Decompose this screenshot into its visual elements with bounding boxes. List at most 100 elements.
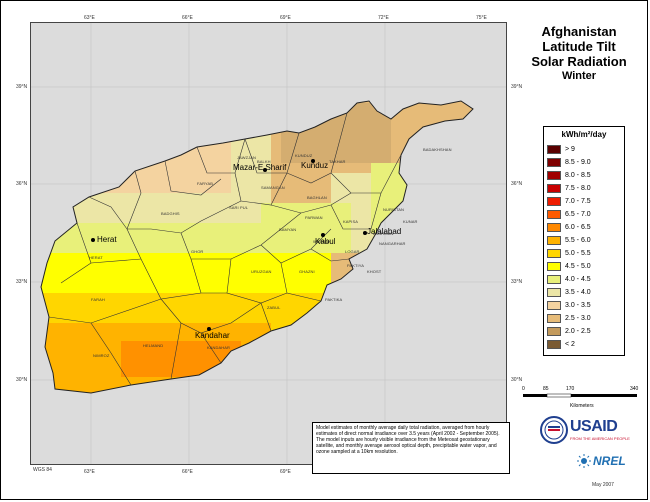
city-marker-kabul bbox=[321, 233, 325, 237]
city-label-kunduz: Kunduz bbox=[301, 161, 329, 170]
legend-swatch bbox=[547, 158, 561, 167]
legend-label: 3.5 - 4.0 bbox=[565, 289, 591, 296]
legend-title: kWh/m²/day bbox=[561, 130, 607, 139]
city-marker-jalalabad bbox=[363, 231, 367, 235]
tick-bottom-69e: 69°E bbox=[280, 469, 291, 475]
legend-label: 2.5 - 3.0 bbox=[565, 315, 591, 322]
city-label-kabul: Kabul bbox=[315, 237, 336, 246]
province-label-nangarhar: NANGARHAR bbox=[379, 241, 406, 246]
legend-swatch bbox=[547, 145, 561, 154]
legend-row: 2.0 - 2.5 bbox=[547, 327, 622, 337]
legend-label: 7.5 - 8.0 bbox=[565, 185, 591, 192]
scale-bar: 0 85 170 340 Kilometers bbox=[522, 386, 640, 410]
legend-row: 4.0 - 4.5 bbox=[547, 275, 622, 285]
province-label-kunar: KUNAR bbox=[403, 219, 418, 224]
caption-paragraph-2: The model inputs are hourly visible irra… bbox=[316, 437, 497, 455]
legend-row: 2.5 - 3.0 bbox=[547, 314, 622, 324]
province-label-samangan: SAMANGAN bbox=[261, 185, 285, 190]
city-label-mazar-e-sharif: Mazar-E Sharif bbox=[233, 163, 287, 172]
legend-swatch bbox=[547, 236, 561, 245]
province-boundaries bbox=[48, 112, 402, 386]
legend-row: 3.0 - 3.5 bbox=[547, 301, 622, 311]
province-label-kandahar: KANDAHAR bbox=[207, 345, 231, 350]
province-label-ghor: GHOR bbox=[191, 249, 204, 254]
scale-bar-graphic bbox=[523, 393, 637, 398]
tick-left-30n: 30°N bbox=[16, 377, 28, 383]
tick-top-63e: 63°E bbox=[84, 15, 95, 21]
province-label-ghazni: GHAZNI bbox=[299, 269, 315, 274]
province-label-laghman: LAGHMAN bbox=[373, 231, 394, 236]
province-label-herat: HERAT bbox=[89, 255, 103, 260]
legend-label: 8.5 - 9.0 bbox=[565, 159, 591, 166]
province-label-nuristan: NURISTAN bbox=[383, 207, 404, 212]
nrel-sun-icon bbox=[577, 454, 591, 468]
tick-left-39n: 39°N bbox=[16, 84, 28, 90]
tick-bottom-66e: 66°E bbox=[182, 469, 193, 475]
legend-label: > 9 bbox=[565, 146, 575, 153]
legend-label: 6.0 - 6.5 bbox=[565, 224, 591, 231]
province-label-jawzjan: JAWZJAN bbox=[237, 155, 256, 160]
city-label-kandahar: Kandahar bbox=[195, 331, 230, 340]
map-graphic bbox=[31, 23, 506, 464]
legend-label: 5.5 - 6.0 bbox=[565, 237, 591, 244]
legend-swatch bbox=[547, 275, 561, 284]
legend-swatch bbox=[547, 288, 561, 297]
province-label-balkh: BALKH bbox=[257, 159, 271, 164]
province-label-sari-pul: SARI PUL bbox=[229, 205, 249, 210]
legend-row: > 9 bbox=[547, 145, 622, 155]
legend-label: 3.0 - 3.5 bbox=[565, 302, 591, 309]
legend-swatch bbox=[547, 223, 561, 232]
tick-right-36n: 36°N bbox=[511, 181, 523, 187]
city-marker-mazar-e-sharif bbox=[263, 168, 267, 172]
legend-row: 7.0 - 7.5 bbox=[547, 197, 622, 207]
usaid-seal-icon bbox=[540, 416, 568, 444]
legend-label: 5.0 - 5.5 bbox=[565, 250, 591, 257]
province-label-kunduz: KUNDUZ bbox=[295, 153, 313, 158]
country-outline bbox=[40, 100, 474, 394]
scale-unit: Kilometers bbox=[570, 403, 594, 409]
legend-label: 6.5 - 7.0 bbox=[565, 211, 591, 218]
legend: kWh/m²/day > 9 8.5 - 9.0 8.0 - 8.5 7.5 - 8.… bbox=[543, 126, 625, 356]
legend-swatch bbox=[547, 301, 561, 310]
legend-swatch bbox=[547, 314, 561, 323]
tick-bottom-63e: 63°E bbox=[84, 469, 95, 475]
tick-top-66e: 66°E bbox=[182, 15, 193, 21]
province-label-wardak: WARDAK bbox=[313, 239, 332, 244]
usaid-wordmark: USAID bbox=[570, 418, 618, 435]
city-marker-kandahar bbox=[207, 327, 211, 331]
tick-top-69e: 69°E bbox=[280, 15, 291, 21]
radiation-raster bbox=[41, 101, 473, 393]
tick-top-72e: 72°E bbox=[378, 15, 389, 21]
date-label: May 2007 bbox=[592, 482, 614, 488]
scale-tick-85: 85 bbox=[543, 386, 549, 392]
province-label-paktika: PAKTIKA bbox=[325, 297, 343, 302]
legend-label: < 2 bbox=[565, 341, 575, 348]
city-marker-kunduz bbox=[311, 159, 315, 163]
province-label-logar: LOGAR bbox=[345, 249, 360, 254]
legend-swatch bbox=[547, 197, 561, 206]
legend-swatch bbox=[547, 171, 561, 180]
legend-row: 8.0 - 8.5 bbox=[547, 171, 622, 181]
map-title: Afghanistan Latitude Tilt Solar Radiatio… bbox=[516, 24, 642, 83]
legend-swatch bbox=[547, 249, 561, 258]
province-label-baghlan: BAGHLAN bbox=[307, 195, 327, 200]
solar-radiation-map: JAWZJAN BALKH KUNDUZ TAKHAR BADAKHSHAN F… bbox=[30, 22, 507, 465]
province-label-parwan: PARWAN bbox=[305, 215, 323, 220]
legend-label: 4.5 - 5.0 bbox=[565, 263, 591, 270]
tick-right-33n: 33°N bbox=[511, 279, 523, 285]
nrel-logo: NREL bbox=[577, 451, 627, 473]
province-label-helmand: HELMAND bbox=[143, 343, 164, 348]
legend-row: 5.5 - 6.0 bbox=[547, 236, 622, 246]
tick-left-36n: 36°N bbox=[16, 181, 28, 187]
province-label-nimroz: NIMROZ bbox=[93, 353, 110, 358]
city-label-herat: Herat bbox=[97, 235, 117, 244]
legend-row: 6.0 - 6.5 bbox=[547, 223, 622, 233]
legend-swatch bbox=[547, 184, 561, 193]
usaid-tagline: FROM THE AMERICAN PEOPLE bbox=[570, 436, 630, 441]
tick-right-30n: 30°N bbox=[511, 377, 523, 383]
province-label-khost: KHOST bbox=[367, 269, 382, 274]
title-season: Winter bbox=[561, 70, 597, 82]
title-line-2: Latitude Tilt bbox=[542, 39, 616, 54]
legend-row: 4.5 - 5.0 bbox=[547, 262, 622, 272]
